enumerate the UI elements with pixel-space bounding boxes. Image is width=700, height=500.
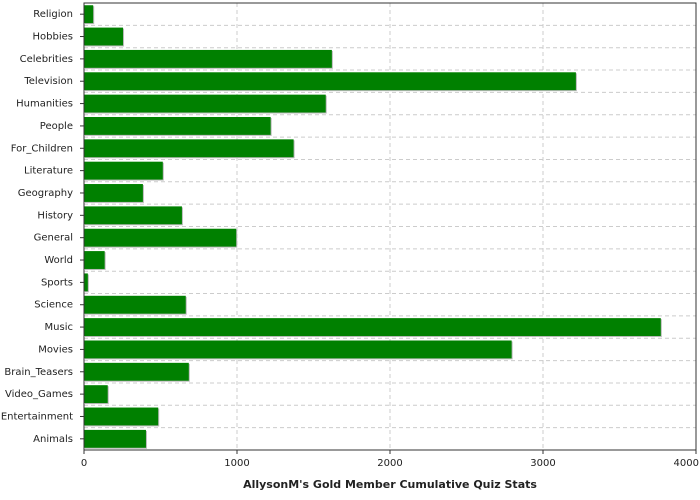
x-tick-label: 4000 <box>674 458 699 469</box>
y-tick-label: People <box>40 121 73 132</box>
y-tick-label: Brain_Teasers <box>4 367 73 378</box>
bar <box>84 340 512 359</box>
bar <box>84 94 326 113</box>
bar <box>84 385 108 404</box>
y-tick-label: Animals <box>33 434 73 445</box>
bar <box>84 318 661 337</box>
x-tick-label: 0 <box>81 458 87 469</box>
bar <box>84 407 159 426</box>
bar <box>84 429 146 448</box>
y-tick-label: Science <box>34 300 73 311</box>
y-tick-label: Entertainment <box>1 411 73 422</box>
y-tick-label: Television <box>23 76 73 87</box>
bar <box>84 228 237 247</box>
y-tick-label: World <box>44 255 73 266</box>
y-tick-label: Video_Games <box>5 389 73 400</box>
bar <box>84 27 124 46</box>
y-tick-label: Literature <box>24 166 73 177</box>
x-tick-label: 2000 <box>377 458 402 469</box>
y-tick-label: Movies <box>38 344 73 355</box>
y-tick-label: Celebrities <box>20 54 73 65</box>
y-tick-label: Religion <box>33 9 73 20</box>
bar <box>84 161 163 180</box>
bar <box>84 273 88 292</box>
bar <box>84 116 271 135</box>
bar <box>84 184 143 202</box>
y-tick-label: Humanities <box>16 99 73 110</box>
y-tick-label: Sports <box>41 277 73 288</box>
bar <box>84 206 182 225</box>
y-tick-label: Music <box>45 322 73 333</box>
y-tick-label: Geography <box>18 188 73 199</box>
bar <box>84 72 576 91</box>
bar <box>84 139 294 158</box>
bar <box>84 295 186 314</box>
x-tick-label: 1000 <box>224 458 249 469</box>
y-tick-label: For_Children <box>11 143 73 154</box>
bar <box>84 251 105 269</box>
x-tick-label: 3000 <box>530 458 555 469</box>
plot-frame <box>83 2 697 451</box>
y-tick-label: Hobbies <box>33 32 73 43</box>
bar <box>84 362 189 381</box>
y-tick-label: History <box>37 210 73 221</box>
bar <box>84 49 332 68</box>
x-axis-title: AllysonM's Gold Member Cumulative Quiz S… <box>243 478 537 491</box>
y-tick-label: General <box>34 233 73 244</box>
bar <box>84 5 94 24</box>
